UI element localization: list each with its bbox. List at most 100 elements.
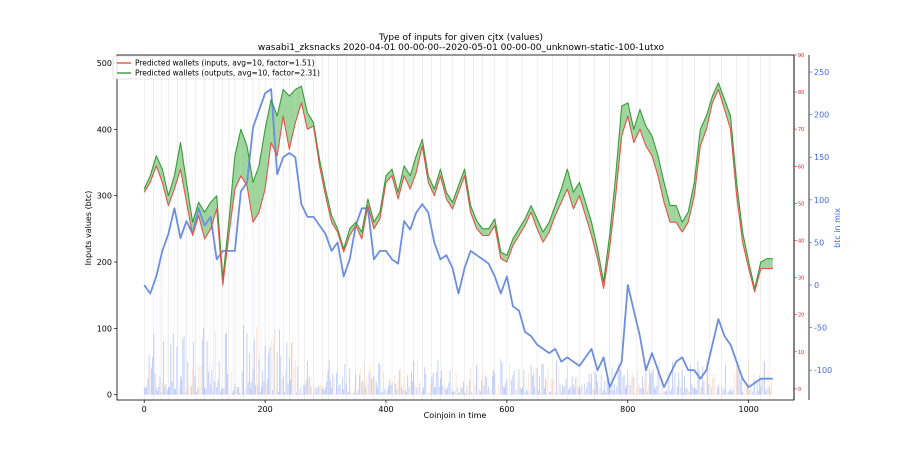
axes: 0 200 400 600 800 100001002003004005000102030…: [97, 53, 832, 414]
fill-segment: [410, 155, 417, 190]
fill-segment: [156, 155, 163, 183]
fill-segment: [373, 212, 380, 229]
fill-segment: [458, 169, 465, 193]
x-tick-label: 800: [620, 405, 635, 414]
fill-segment: [567, 169, 574, 209]
y-right-blue-tick-label: -100: [814, 366, 832, 375]
y-right-blue-tick-label: 150: [814, 153, 829, 162]
y-right-red-tick-label: 10: [798, 350, 804, 356]
y-right-red-tick-label: 50: [798, 201, 804, 207]
fill-segment: [561, 169, 568, 203]
fill-segment: [307, 112, 314, 130]
fill-segment: [664, 182, 671, 223]
difference-fill: [144, 82, 773, 292]
series-line-inputs: [143, 88, 773, 293]
fill-segment: [657, 155, 665, 203]
fill-segment: [234, 129, 241, 190]
vertical-lines: [143, 55, 771, 400]
x-tick-label: 400: [378, 405, 393, 414]
fill-segment: [549, 205, 556, 233]
fill-segment: [174, 142, 181, 190]
fill-segment: [210, 195, 217, 229]
fill-segment: [277, 89, 284, 156]
y-right-red-tick-label: 80: [798, 90, 804, 96]
fill-segment: [301, 86, 308, 130]
bar-noise-layer: [143, 148, 772, 395]
legend-box: [112, 55, 316, 80]
y-tick-label: 0: [107, 391, 112, 400]
fill-segment: [506, 238, 513, 262]
y-right-red-tick-label: 70: [798, 127, 804, 133]
fill-segment: [488, 218, 495, 236]
legend-label-outputs: Predicted wallets (outputs, avg=10, fact…: [135, 69, 320, 78]
fill-segment: [295, 86, 302, 123]
fill-segment: [482, 228, 489, 236]
y-right-red-tick-label: 90: [798, 53, 804, 59]
fill-segment: [621, 102, 628, 136]
series-line-outputs: [143, 82, 773, 290]
y-right-blue-tick-label: 250: [814, 68, 829, 77]
fill-segment: [651, 135, 658, 176]
fill-segment: [639, 109, 646, 146]
fill-segment: [512, 228, 519, 246]
fill-segment: [452, 185, 459, 209]
x-tick-label: 1000: [738, 405, 758, 414]
series-line-btc-in-mix: [143, 88, 773, 389]
y-right-axis-title: btc in mix: [833, 208, 842, 248]
y-tick-label: 300: [97, 192, 112, 201]
fill-segment: [543, 222, 550, 243]
y-tick-label: 400: [97, 125, 112, 134]
y-tick-label: 100: [97, 324, 112, 333]
fill-segment: [682, 212, 689, 233]
fill-segment: [585, 202, 592, 236]
chart-subtitle: wasabi1_zksnacks 2020-04-01 00-00-00--20…: [258, 43, 665, 53]
y-right-red-tick-label: 60: [798, 164, 804, 170]
fill-segment: [627, 102, 634, 143]
fill-segment: [700, 116, 707, 146]
y-right-blue-tick-label: 100: [814, 196, 829, 205]
fill-segment: [555, 189, 562, 216]
fill-segment: [676, 205, 683, 233]
x-tick-label: 0: [142, 405, 147, 414]
fill-segment: [253, 165, 260, 223]
y-axis-title: Inputs values (btc): [84, 191, 93, 266]
fill-segment: [724, 99, 731, 130]
y-right-red-tick-label: 20: [798, 313, 804, 319]
x-axis-title: Coinjoin in time: [424, 411, 487, 420]
fill-segment: [525, 205, 532, 226]
fill-segment: [760, 258, 767, 269]
y-right-blue-tick-label: 200: [814, 111, 829, 120]
y-right-blue-tick-label: 50: [814, 238, 824, 247]
fill-segment: [446, 192, 453, 209]
series-lines: [143, 82, 773, 389]
fill-segment: [168, 175, 175, 206]
fill-segment: [428, 175, 435, 196]
fill-segment: [404, 165, 411, 190]
fill-segment: [259, 129, 266, 213]
y-right-red-tick-label: 0: [798, 387, 801, 393]
fill-segment: [633, 109, 640, 143]
fill-segment: [518, 218, 526, 236]
y-tick-label: 200: [97, 258, 112, 267]
fill-segment: [712, 82, 719, 103]
y-right-red-tick-label: 40: [798, 238, 804, 244]
y-tick-label: 500: [97, 59, 112, 68]
fill-segment: [476, 220, 483, 236]
legend-label-inputs: Predicted wallets (inputs, avg=10, facto…: [135, 59, 315, 68]
fill-segment: [283, 89, 290, 150]
legend: Predicted wallets (inputs, avg=10, facto…: [112, 55, 320, 80]
fill-segment: [240, 129, 247, 186]
y-right-blue-tick-label: 0: [814, 281, 819, 290]
x-tick-label: 600: [499, 405, 514, 414]
fill-segment: [670, 205, 677, 223]
fill-segment: [579, 182, 586, 216]
fill-segment: [573, 182, 580, 209]
fill-segment: [289, 89, 296, 150]
y-right-red-tick-label: 30: [798, 276, 804, 282]
chart-title: Type of inputs for given cjtx (values): [378, 33, 543, 43]
y-right-blue-tick-label: -50: [814, 324, 827, 333]
fill-segment: [385, 169, 393, 183]
x-tick-label: 200: [257, 405, 272, 414]
fill-segment: [537, 218, 544, 243]
